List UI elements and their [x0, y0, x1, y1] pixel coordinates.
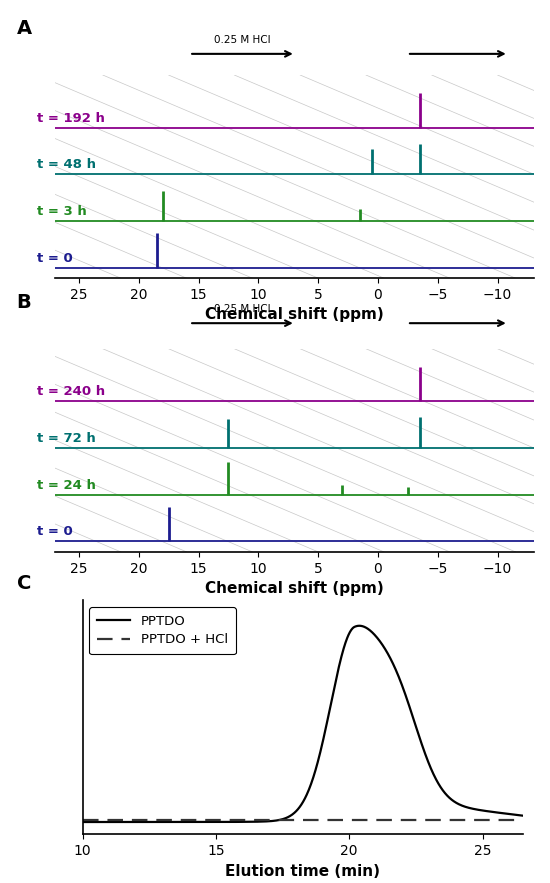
PPTDO + HCl [79, 815, 86, 826]
PPTDO + HCl [519, 815, 526, 826]
PPTDO [431, 770, 437, 781]
Text: t = 72 h: t = 72 h [37, 432, 96, 445]
PPTDO + HCl [381, 815, 388, 826]
Text: t = 24 h: t = 24 h [37, 479, 96, 492]
PPTDO [79, 817, 86, 827]
Legend: PPTDO, PPTDO + HCl: PPTDO, PPTDO + HCl [89, 607, 235, 654]
PPTDO + HCl [124, 815, 131, 826]
Text: 0.25 M HCl: 0.25 M HCl [214, 304, 271, 313]
Text: C: C [16, 574, 31, 593]
PPTDO [382, 644, 388, 654]
PPTDO [273, 815, 279, 826]
PPTDO [423, 751, 430, 761]
Text: 0.25 M HCl: 0.25 M HCl [214, 34, 271, 44]
Text: t = 240 h: t = 240 h [37, 385, 105, 398]
PPTDO [124, 817, 131, 827]
PPTDO + HCl [430, 815, 437, 826]
Text: t = 48 h: t = 48 h [37, 158, 96, 171]
X-axis label: Chemical shift (ppm): Chemical shift (ppm) [205, 581, 384, 596]
X-axis label: Elution time (min): Elution time (min) [225, 864, 380, 879]
PPTDO + HCl [257, 815, 264, 826]
Text: t = 3 h: t = 3 h [37, 205, 87, 218]
PPTDO + HCl [422, 815, 429, 826]
PPTDO [356, 621, 363, 631]
Text: A: A [16, 19, 32, 39]
Text: t = 0: t = 0 [37, 525, 73, 539]
Text: t = 192 h: t = 192 h [37, 111, 105, 125]
Text: t = 0: t = 0 [37, 252, 73, 265]
Text: B: B [16, 293, 31, 313]
PPTDO [257, 816, 264, 826]
PPTDO [519, 811, 526, 821]
Line: PPTDO: PPTDO [82, 626, 522, 822]
PPTDO + HCl [273, 815, 279, 826]
X-axis label: Chemical shift (ppm): Chemical shift (ppm) [205, 307, 384, 322]
